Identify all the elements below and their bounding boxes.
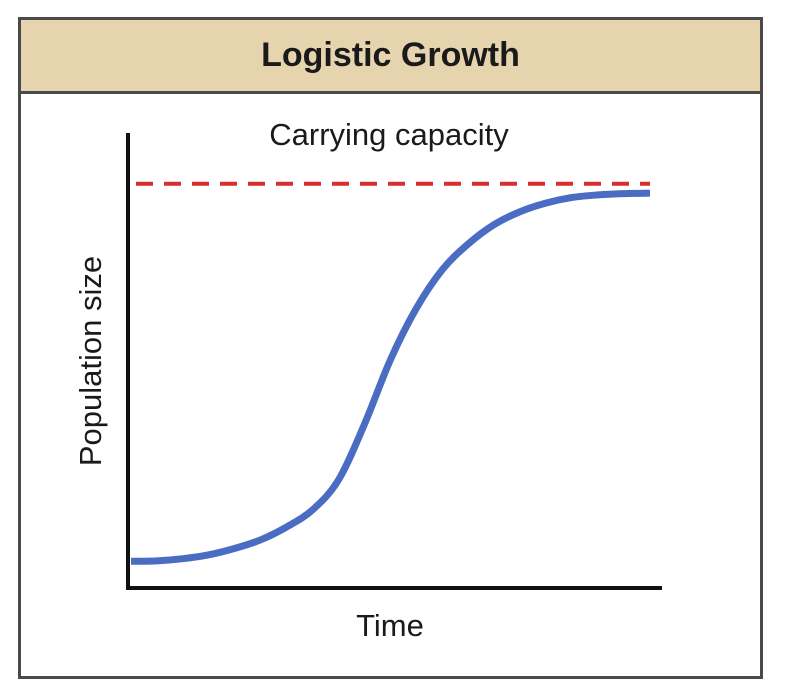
population-curve: [130, 189, 651, 565]
figure-panel: Logistic Growth: [18, 17, 763, 679]
header-bar: Logistic Growth: [21, 20, 760, 94]
plot-area: [130, 181, 651, 565]
y-axis-label: Population size: [73, 256, 108, 466]
carrying-capacity-label: Carrying capacity: [269, 117, 509, 152]
x-axis-label: Time: [356, 608, 424, 643]
chart-title: Logistic Growth: [261, 36, 520, 74]
